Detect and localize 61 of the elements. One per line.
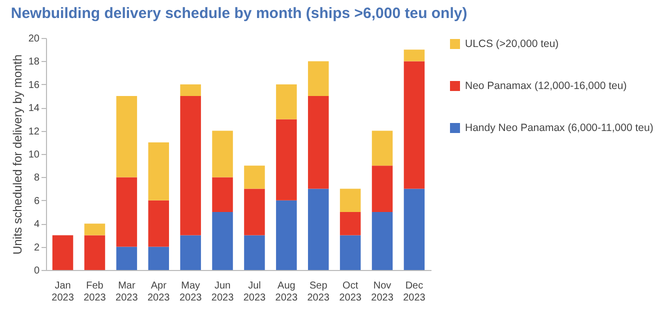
bar — [276, 119, 297, 200]
bar — [276, 200, 297, 270]
x-tick-label: Jul 2023 — [243, 280, 266, 304]
x-tick-label: Mar 2023 — [116, 280, 138, 304]
bar — [404, 61, 425, 189]
bar — [340, 212, 361, 236]
bar — [180, 235, 201, 270]
x-tick-label: Nov 2023 — [371, 280, 394, 304]
x-tick-label: Feb 2023 — [84, 280, 106, 304]
bar — [212, 130, 233, 178]
bar — [244, 188, 265, 236]
bar — [84, 235, 106, 270]
y-tick-label: 16 — [28, 80, 40, 91]
x-tick-label: Sep 2023 — [307, 280, 330, 304]
y-tick-label: 12 — [28, 126, 40, 138]
x-tick-label: Dec 2023 — [403, 280, 426, 304]
bar — [372, 166, 393, 212]
y-tick-label: 0 — [34, 266, 40, 276]
x-tick-label: May 2023 — [179, 280, 202, 304]
legend-label: ULCS (>20,000 teu) — [465, 38, 559, 50]
bar — [340, 235, 361, 270]
bar — [148, 142, 170, 200]
x-tick-label: Jan 2023 — [52, 280, 74, 304]
x-tick-label: Aug 2023 — [275, 280, 298, 304]
bar — [276, 84, 297, 120]
bar — [372, 130, 393, 166]
chart-title: Newbuilding delivery schedule by month (ships >6,000 teu only) — [10, 5, 468, 22]
y-tick-label: 2 — [34, 242, 40, 254]
y-tick-label: 20 — [28, 34, 40, 44]
y-tick-label: 4 — [34, 219, 40, 230]
bar — [212, 177, 233, 212]
bar — [116, 96, 138, 178]
bar — [372, 212, 393, 270]
y-tick-label: 18 — [28, 56, 40, 68]
bar — [308, 96, 329, 189]
bar — [148, 200, 170, 247]
x-tick-label: Oct 2023 — [339, 280, 362, 304]
bar — [180, 96, 201, 236]
legend-label: Neo Panamax (12,000-16,000 teu) — [465, 80, 627, 92]
bar — [180, 84, 201, 96]
bar — [148, 246, 170, 270]
bar — [340, 188, 361, 212]
bar — [308, 61, 329, 96]
y-tick-label: 8 — [34, 172, 40, 184]
y-tick-label: 10 — [28, 150, 40, 160]
bar — [116, 246, 138, 270]
y-tick-label: 14 — [28, 103, 40, 114]
bar — [404, 188, 425, 270]
y-axis-title: Units scheduled for delivery by month — [10, 54, 24, 255]
y-tick-label: 6 — [34, 196, 40, 207]
legend-label: Handy Neo Panamax (6,000-11,000 teu) — [465, 122, 654, 134]
bar — [308, 188, 329, 270]
bar — [84, 224, 106, 236]
bar — [116, 177, 138, 247]
x-tick-label: Jun 2023 — [211, 280, 234, 304]
bar — [404, 50, 425, 62]
bar — [244, 166, 265, 189]
bar — [52, 235, 74, 270]
bar — [244, 235, 265, 270]
x-tick-label: Apr 2023 — [148, 280, 170, 304]
bar — [212, 212, 233, 270]
